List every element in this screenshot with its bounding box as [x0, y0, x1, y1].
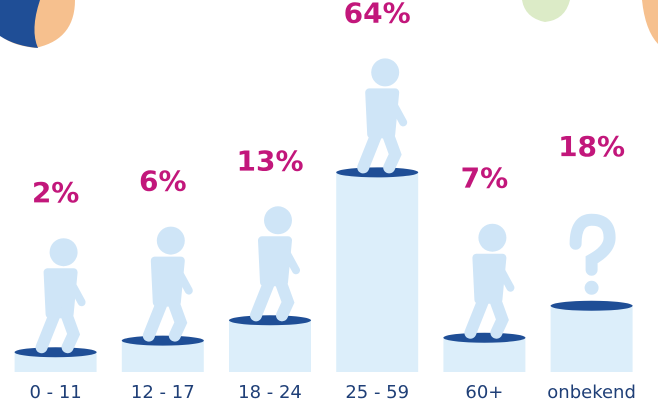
- pedestal-top: [336, 167, 418, 177]
- pedestal-top: [551, 301, 633, 311]
- person-legs: [470, 298, 502, 333]
- value-label: 2%: [32, 176, 80, 209]
- chart: 2% 0 - 11 6% 12 - 17 13% 18 - 24 64% 25 - 59 7% 6…: [0, 0, 658, 410]
- pedestal-top: [229, 315, 311, 325]
- decor-blue: [0, 0, 40, 48]
- person-icon: [42, 238, 82, 347]
- person-head: [478, 224, 506, 252]
- question-dot: [585, 281, 599, 295]
- value-label: 64%: [344, 0, 411, 29]
- person-legs: [256, 280, 288, 315]
- pedestal-top: [443, 333, 525, 343]
- person-head: [264, 206, 292, 234]
- plot: 2% 0 - 11 6% 12 - 17 13% 18 - 24 64% 25 - 59 7% 6…: [15, 0, 636, 403]
- person-head: [50, 238, 78, 266]
- person-legs: [42, 312, 74, 347]
- category-label: 25 - 59: [345, 382, 409, 403]
- person-icon: [149, 227, 189, 336]
- person-legs: [149, 301, 181, 336]
- pedestal-top: [15, 347, 97, 357]
- category-label: 18 - 24: [238, 382, 302, 403]
- pedestal: [336, 172, 418, 372]
- category-label: onbekend: [547, 382, 636, 403]
- question-icon: [576, 220, 610, 270]
- pedestal: [229, 320, 311, 372]
- value-label: 7%: [461, 162, 509, 195]
- category-label: 60+: [465, 382, 503, 403]
- decor-green: [522, 0, 570, 22]
- person-head: [371, 58, 399, 86]
- category-label: 12 - 17: [131, 382, 195, 403]
- decor-orange-right: [642, 0, 658, 44]
- person-head: [157, 227, 185, 255]
- person-icon: [470, 224, 510, 333]
- person-legs: [363, 132, 395, 167]
- value-label: 18%: [558, 130, 625, 163]
- pedestal-top: [122, 336, 204, 346]
- pedestal: [443, 338, 525, 372]
- category-label: 0 - 11: [29, 382, 81, 403]
- value-label: 6%: [139, 165, 187, 198]
- pedestal: [551, 306, 633, 372]
- value-label: 13%: [236, 144, 303, 177]
- person-icon: [256, 206, 296, 315]
- person-icon: [363, 58, 403, 167]
